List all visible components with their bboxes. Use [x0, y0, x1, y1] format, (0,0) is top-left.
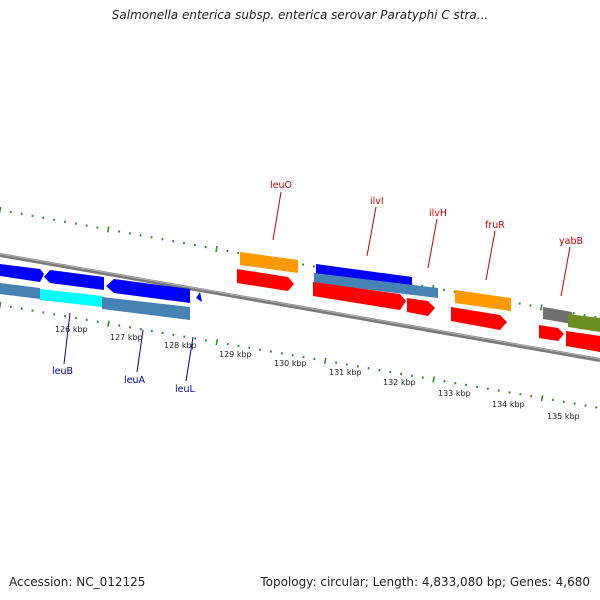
cds-feature[interactable]	[314, 273, 438, 298]
major-tick	[106, 226, 110, 233]
inner-tick-ring	[0, 301, 598, 409]
gene-label-ilvH[interactable]: ilvH	[429, 208, 447, 219]
cds-feature[interactable]	[44, 270, 104, 290]
cds-feature[interactable]	[539, 325, 564, 341]
gene-label-leader	[560, 246, 571, 297]
gene-label-fruR[interactable]: fruR	[485, 220, 505, 231]
scale-label: 133 kbp	[438, 389, 471, 398]
scale-label: 129 kbp	[219, 350, 252, 359]
gene-label-leader	[136, 329, 144, 373]
gene-label-leader	[185, 336, 194, 382]
accession-label: Accession: NC_012125	[9, 575, 146, 589]
cds-feature[interactable]	[451, 307, 507, 330]
cds-feature[interactable]	[316, 264, 412, 287]
cds-feature[interactable]	[237, 269, 294, 291]
gene-label-leuL[interactable]: leuL	[175, 384, 196, 395]
scale-label: 134 kbp	[492, 400, 525, 409]
major-tick	[323, 357, 327, 364]
cds-feature[interactable]	[313, 282, 406, 310]
cds-feature[interactable]	[455, 290, 511, 311]
gene-label-ilvI[interactable]: ilvI	[370, 196, 384, 207]
scale-label: 127 kbp	[110, 333, 143, 342]
cds-feature[interactable]	[407, 298, 435, 316]
major-tick	[215, 245, 218, 253]
major-tick	[0, 206, 2, 214]
major-tick	[107, 320, 110, 327]
scale-label: 128 kbp	[164, 341, 197, 350]
reverse-gene-labels: leuB leuA leuL	[52, 312, 196, 395]
scale-label: 135 kbp	[547, 412, 580, 421]
genome-backbone	[0, 253, 600, 362]
cds-feature[interactable]	[568, 314, 600, 332]
forward-features	[237, 252, 600, 352]
genome-backbone-highlight	[0, 253, 600, 360]
genome-summary: Topology: circular; Length: 4,833,080 bp…	[260, 575, 590, 589]
gene-label-leuB[interactable]: leuB	[52, 366, 73, 377]
gene-label-leuA[interactable]: leuA	[124, 375, 146, 386]
cds-feature[interactable]	[566, 331, 600, 352]
major-tick	[432, 376, 435, 383]
cds-feature[interactable]	[106, 279, 190, 303]
major-tick	[540, 304, 543, 311]
reverse-features	[0, 264, 202, 320]
major-tick	[215, 339, 219, 346]
cds-feature[interactable]	[240, 252, 298, 273]
scale-labels: 126 kbp 127 kbp 128 kbp 129 kbp 130 kbp …	[55, 325, 580, 421]
cds-feature[interactable]	[543, 307, 572, 324]
cds-feature[interactable]	[0, 264, 44, 282]
gene-label-leuO[interactable]: leuO	[270, 180, 292, 191]
gene-label-leader	[63, 312, 71, 365]
gene-label-leader	[427, 218, 438, 269]
forward-gene-labels: leuO ilvI ilvH fruR yabB	[270, 180, 583, 297]
gene-label-leader	[366, 206, 377, 257]
scale-label: 126 kbp	[55, 325, 88, 334]
map-title: Salmonella enterica subsp. enterica sero…	[111, 8, 489, 22]
cds-feature[interactable]	[0, 283, 40, 299]
gene-label-leader	[272, 191, 282, 241]
scale-label: 130 kbp	[274, 359, 307, 368]
gene-label-yabB[interactable]: yabB	[559, 236, 583, 247]
gene-label-leader	[485, 230, 496, 281]
scale-label: 131 kbp	[329, 368, 362, 377]
cds-feature[interactable]	[40, 289, 102, 307]
major-tick	[0, 301, 2, 309]
major-tick	[540, 394, 544, 402]
cds-feature[interactable]	[102, 297, 190, 320]
scale-label: 132 kbp	[383, 378, 416, 387]
cds-feature[interactable]	[196, 292, 202, 302]
